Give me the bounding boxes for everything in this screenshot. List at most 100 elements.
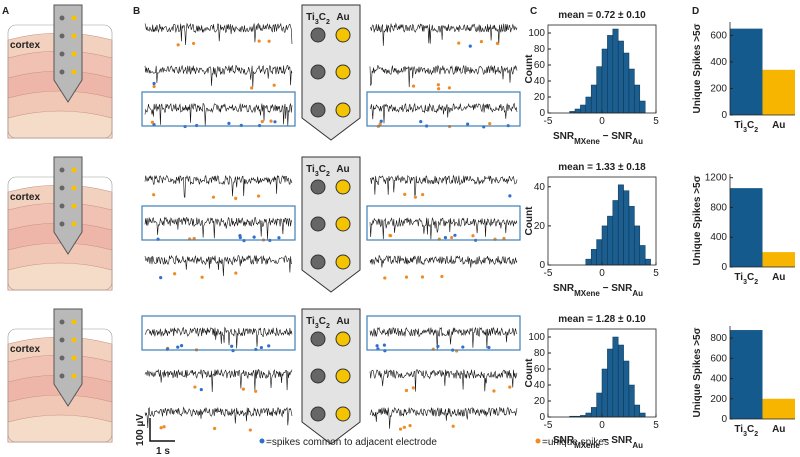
neural-trace [369,369,518,392]
bar [730,28,763,116]
hist-bar [623,52,630,114]
bar [762,398,795,419]
y-tick-label: 40 [534,76,546,87]
spike-marker [383,276,387,280]
hist-bar [596,392,603,418]
panel-label: A [2,6,9,17]
spike-marker [250,86,254,90]
hist-bar [585,96,592,114]
probe [53,156,83,255]
legend-common: =spikes common to adjacent electrode [266,437,437,448]
spike-marker [447,86,451,90]
electrode-label: Au [336,316,349,327]
y-tick-label: 800 [710,202,727,213]
x-axis-label-part: − SNR [600,283,633,294]
spike-marker [241,387,245,391]
y-tick-label: 600 [710,30,727,41]
hist-bar [601,48,608,114]
x-tick-label: Au [772,120,785,131]
hist-bar [590,84,597,114]
spike-marker [471,234,475,238]
spike-marker [508,385,512,389]
x-axis-label-part: − SNR [600,435,633,446]
hist-bar [596,239,603,266]
legend-unique: =unique spikes [542,437,609,448]
spike-marker [152,81,156,86]
spike-marker [254,389,258,393]
hist-bar [607,215,614,266]
neural-trace [144,254,292,277]
spike-marker [419,119,423,124]
spike-marker [179,344,184,348]
y-tick-label: 20 [534,92,546,103]
neural-trace [369,174,518,196]
electrode-label: Ti3C2 [306,316,330,330]
spike-marker [404,275,409,279]
hist-bar [634,404,641,418]
electrode-au [335,64,351,80]
highlight-box [141,91,296,127]
electrode-au [335,368,351,384]
hist-bar [639,412,646,418]
hist-bar [612,28,619,114]
electrode-ti3c2 [59,15,65,21]
spike-marker [272,83,276,87]
electrode-au [335,179,351,195]
x-tick-label: Ti3C2 [734,272,758,286]
hist-bar [634,225,641,266]
neural-trace [144,406,293,429]
hist-bar [623,190,630,266]
y-axis-label: Unique Spikes >5σ [692,23,703,113]
y-tick-label: 0 [721,110,727,121]
hist-bar [617,40,624,114]
hist-bar [628,68,635,114]
spike-marker [466,122,470,126]
electrode-ti3c2 [59,337,65,343]
y-axis-label: Unique Spikes >5σ [692,175,703,265]
y-tick-label: 20 [534,221,546,232]
highlight-box [141,205,296,241]
electrode-ti3c2 [310,64,326,80]
y-tick-label: 1200 [705,173,728,184]
x-axis-label: SNRMXene − SNRAu [553,283,643,298]
electrode-ti3c2 [59,319,65,325]
spike-marker [453,233,457,237]
spike-marker [508,194,512,198]
electrode-au [71,69,77,75]
spike-marker [451,424,455,428]
hist-bar [585,412,592,418]
electrode-ti3c2 [310,102,326,118]
hist-title: mean = 0.72 ± 0.10 [558,10,646,21]
spike-marker [411,386,415,390]
hist-bar [639,100,646,114]
x-axis-label-part: SNR [553,283,575,294]
y-tick-label: 60 [534,60,546,71]
neural-trace [144,22,293,46]
y-tick-label: 200 [710,394,727,405]
y-tick-label: 0 [721,414,727,425]
spike-marker [230,344,234,348]
spike-marker [152,193,156,197]
panel-label: C [530,6,537,17]
y-axis-label: Count [524,206,535,236]
legend-marker [535,438,541,444]
spike-marker [162,425,166,429]
spike-marker [408,423,412,428]
panel-label: B [133,6,140,17]
bar [762,252,795,267]
highlight-box [366,205,521,241]
spike-marker [479,39,483,44]
electrode-ti3c2 [59,167,65,173]
electrode-au [71,355,77,361]
hist-bar [623,360,630,418]
spike-marker [267,39,271,43]
spike-marker [443,236,448,240]
y-tick-label: 0 [539,412,545,423]
spike-marker [457,41,461,45]
x-tick-label: -5 [544,420,553,431]
electrode-au [335,331,351,347]
neural-trace [144,102,293,126]
electrode-ti3c2 [310,254,326,270]
spike-marker [193,385,197,389]
